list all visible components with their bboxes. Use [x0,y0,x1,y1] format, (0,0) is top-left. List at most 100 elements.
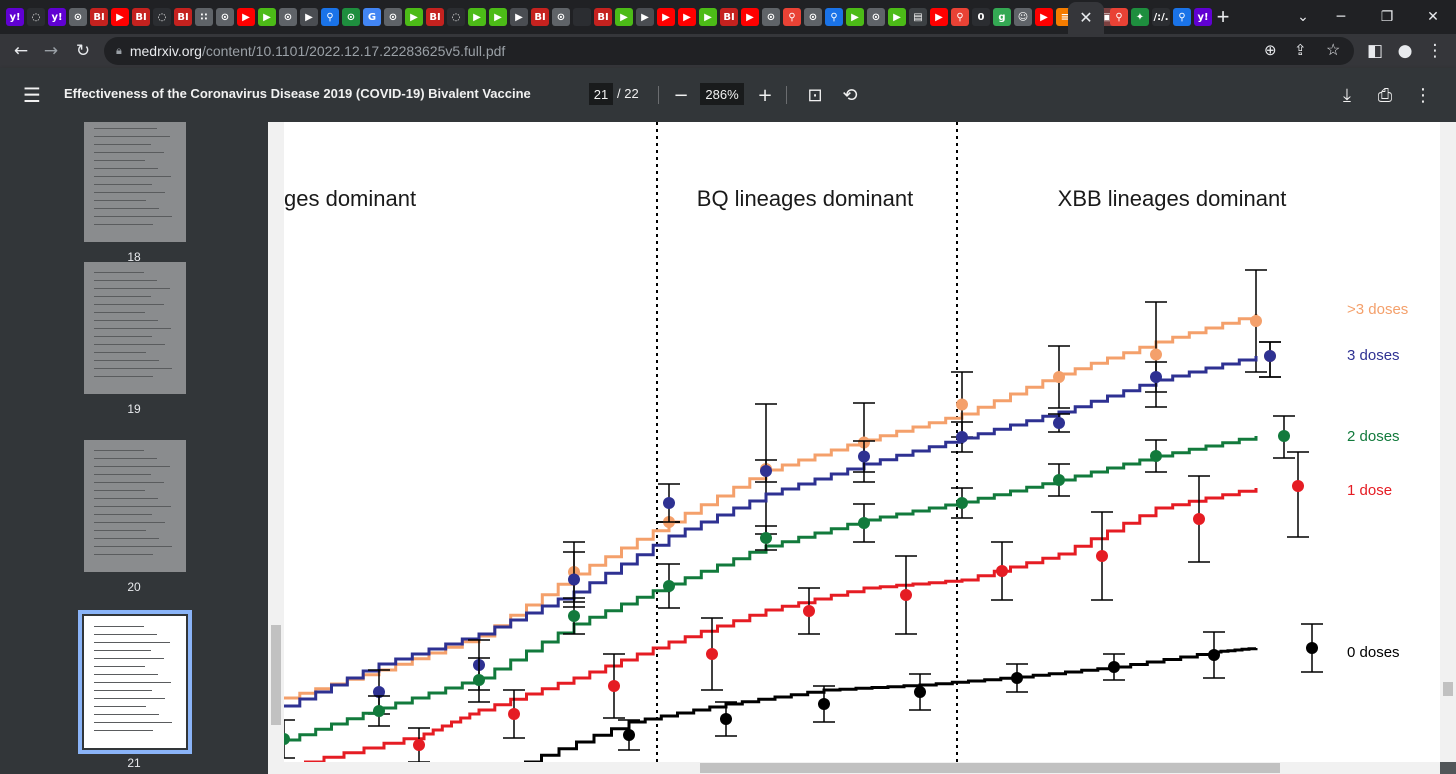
page-thumbnail[interactable] [84,262,186,394]
back-arrow-icon[interactable]: ← [13,41,29,61]
yahoo-icon[interactable]: y! [1194,8,1212,26]
pin-icon[interactable]: ⚲ [783,8,801,26]
globe-icon[interactable]: ⊙ [552,8,570,26]
search-icon[interactable]: ⚲ [825,8,843,26]
close-tab-icon[interactable]: ✕ [1079,10,1093,27]
search-icon[interactable]: ⚲ [321,8,339,26]
zoom-lens-icon[interactable]: ⊕ [1264,42,1277,59]
blank-icon[interactable] [573,8,591,26]
bi-icon[interactable]: BI [720,8,738,26]
menu-hamburger-icon[interactable]: ☰ [23,83,41,107]
bi-icon[interactable]: BI [132,8,150,26]
thumbnail-line [94,706,146,707]
youtube-icon[interactable]: ▶ [657,8,675,26]
play-icon[interactable]: ▶ [489,8,507,26]
globe-icon[interactable]: ⊙ [762,8,780,26]
page-thumbnail[interactable] [84,122,186,242]
puzzle-icon[interactable]: ✦ [1131,8,1149,26]
globe-icon[interactable]: ⊙ [279,8,297,26]
vertical-scrollbar-thumb[interactable] [1443,682,1453,696]
page-number-input[interactable]: 21 [589,83,613,105]
play-icon[interactable]: ▶ [300,8,318,26]
profile-avatar-icon[interactable]: ● [1397,41,1413,61]
fit-page-icon[interactable]: ⊡ [807,84,823,106]
restore-icon[interactable]: ❐ [1380,9,1394,25]
globe-icon[interactable]: ⊙ [69,8,87,26]
thumbnail-line [94,200,146,201]
lock-icon[interactable]: 🔒︎ [116,44,122,57]
minimize-icon[interactable]: ─ [1336,9,1346,25]
play-icon[interactable]: ▶ [615,8,633,26]
play-icon[interactable]: ▶ [258,8,276,26]
more-actions-icon[interactable]: ⋮ [1414,84,1432,106]
series-curve [284,356,1258,708]
download-icon[interactable]: ⤓ [1343,84,1351,106]
zoom-in-icon[interactable]: + [757,84,773,106]
youtube-icon[interactable]: ▶ [678,8,696,26]
globe-icon[interactable]: ⊙ [867,8,885,26]
play-icon[interactable]: ▶ [468,8,486,26]
bi-icon[interactable]: BI [594,8,612,26]
point-estimate [508,708,520,720]
rotate-icon[interactable]: ⟲ [842,84,858,106]
globe-icon[interactable]: ⊙ [804,8,822,26]
play-icon[interactable]: ▶ [510,8,528,26]
youtube-icon[interactable]: ▶ [237,8,255,26]
thumbnail-sidebar: 18 19 20 21 [0,122,268,774]
g-icon[interactable]: g [993,8,1011,26]
yahoo-icon[interactable]: y! [48,8,66,26]
pin-icon[interactable]: ⚲ [951,8,969,26]
news-icon[interactable]: ▤ [909,8,927,26]
text-icon[interactable]: /:/. [1152,8,1170,26]
youtube-icon[interactable]: ▶ [741,8,759,26]
forward-arrow-icon[interactable]: → [43,41,59,61]
globe-icon[interactable]: ⊙ [342,8,360,26]
point-estimate [1306,642,1318,654]
play-icon[interactable]: ▶ [888,8,906,26]
close-window-icon[interactable]: ✕ [1427,9,1439,25]
vertical-scrollbar[interactable] [1440,122,1456,762]
yahoo-icon[interactable]: y! [6,8,24,26]
share-icon[interactable]: ⇪ [1294,42,1307,59]
google-icon[interactable]: G [363,8,381,26]
bi-icon[interactable]: BI [90,8,108,26]
dots-icon[interactable]: ∷ [195,8,213,26]
shield-icon[interactable]: ◌ [153,8,171,26]
pin-icon[interactable]: ⚲ [1110,8,1128,26]
side-panel-icon[interactable]: ◧ [1366,41,1384,61]
bi-icon[interactable]: BI [531,8,549,26]
youtube-icon[interactable]: ▶ [930,8,948,26]
shield-icon[interactable]: ◌ [447,8,465,26]
play-icon[interactable]: ▶ [636,8,654,26]
circle-icon[interactable]: 0 [972,8,990,26]
thumbnail-page-label: 18 [127,250,141,264]
page-thumbnail[interactable] [84,440,186,572]
bookmark-star-icon[interactable]: ☆ [1326,42,1341,59]
youtube-icon[interactable]: ▶ [1035,8,1053,26]
inner-scrollbar[interactable] [268,122,284,762]
print-icon[interactable]: ⎙ [1377,84,1393,106]
bi-icon[interactable]: BI [174,8,192,26]
search-icon[interactable]: ⚲ [1173,8,1191,26]
youtube-icon[interactable]: ▶ [111,8,129,26]
horizontal-scrollbar-thumb[interactable] [700,763,1280,773]
reload-icon[interactable]: ↻ [75,41,91,61]
inner-scrollbar-thumb[interactable] [271,625,281,725]
zoom-out-icon[interactable]: − [673,84,689,106]
play-icon[interactable]: ▶ [846,8,864,26]
page-thumbnail[interactable] [78,610,192,754]
globe-icon[interactable]: ⊙ [216,8,234,26]
point-estimate [858,517,870,529]
play-icon[interactable]: ▶ [405,8,423,26]
tab-search-icon[interactable]: ⌄ [1297,9,1309,25]
chrome-menu-icon[interactable]: ⋮ [1426,41,1444,61]
shield-icon[interactable]: ◌ [27,8,45,26]
play-icon[interactable]: ▶ [699,8,717,26]
new-tab-button[interactable]: + [1216,4,1230,29]
globe-icon[interactable]: ⊙ [384,8,402,26]
bi-icon[interactable]: BI [426,8,444,26]
address-bar[interactable]: 🔒︎ medrxiv.org /content/10.1101/2022.12.… [104,37,1354,65]
person-icon[interactable]: ☺ [1014,8,1032,26]
active-tab[interactable]: ✕ [1068,2,1104,34]
zoom-input[interactable]: 286% [700,83,744,105]
